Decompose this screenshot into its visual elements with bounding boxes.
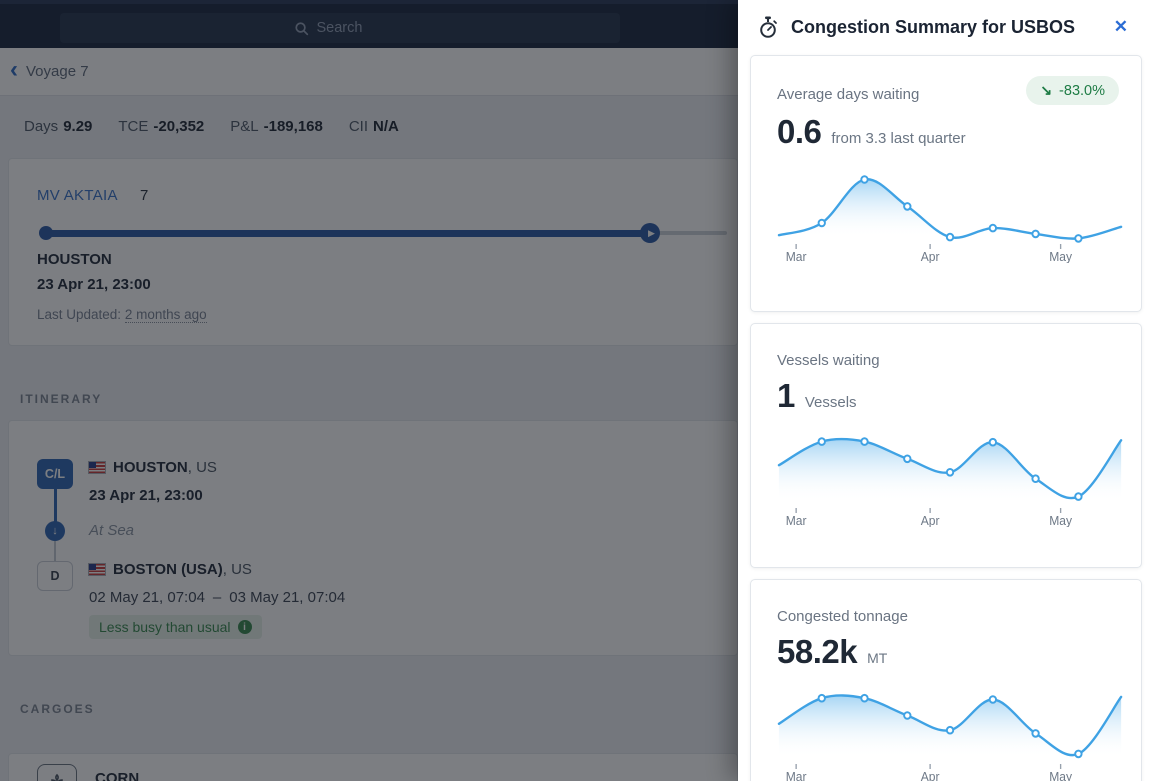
stopwatch-icon bbox=[760, 16, 777, 38]
congestion-summary-panel: Congestion Summary for USBOS ✕ Average d… bbox=[738, 0, 1152, 781]
sparkline-average-days: Mar Apr May bbox=[777, 175, 1123, 263]
modal-dim-overlay[interactable] bbox=[0, 0, 738, 781]
stat-unit: Vessels bbox=[804, 394, 857, 411]
svg-text:May: May bbox=[1049, 770, 1073, 781]
svg-text:May: May bbox=[1049, 514, 1073, 527]
card-label: Vessels waiting bbox=[777, 352, 880, 369]
stat-value: 0.6 bbox=[777, 113, 822, 150]
sparkline-vessels-waiting: Mar Apr May bbox=[777, 437, 1123, 527]
panel-title: Congestion Summary for USBOS bbox=[791, 16, 1076, 37]
svg-text:Mar: Mar bbox=[786, 514, 807, 527]
stat-value: 1 bbox=[777, 377, 795, 414]
panel-cards: Average days waiting ↘ -83.0% 0.6 from 3… bbox=[738, 52, 1152, 781]
stat-unit: MT bbox=[867, 650, 888, 666]
svg-text:Mar: Mar bbox=[786, 770, 807, 781]
card-congested-tonnage: Congested tonnage 58.2k MT Mar Apr May bbox=[750, 579, 1142, 781]
sparkline-congested-tonnage: Mar Apr May bbox=[777, 693, 1123, 781]
svg-text:Mar: Mar bbox=[786, 250, 807, 263]
close-icon[interactable]: ✕ bbox=[1113, 17, 1128, 36]
svg-text:May: May bbox=[1049, 250, 1073, 263]
svg-text:Apr: Apr bbox=[921, 514, 940, 527]
trend-down-badge: ↘ -83.0% bbox=[1026, 76, 1119, 105]
svg-text:Apr: Apr bbox=[921, 250, 940, 263]
card-label: Congested tonnage bbox=[777, 608, 908, 625]
stat-value: 58.2k bbox=[777, 633, 858, 670]
trend-down-icon: ↘ bbox=[1040, 82, 1053, 98]
svg-text:Apr: Apr bbox=[921, 770, 940, 781]
card-average-days-waiting: Average days waiting ↘ -83.0% 0.6 from 3… bbox=[750, 55, 1142, 312]
card-label: Average days waiting bbox=[777, 86, 920, 103]
stat-comparison: from 3.3 last quarter bbox=[831, 130, 966, 147]
panel-header: Congestion Summary for USBOS ✕ bbox=[738, 0, 1152, 52]
card-vessels-waiting: Vessels waiting 1 Vessels Mar Apr May bbox=[750, 323, 1142, 568]
